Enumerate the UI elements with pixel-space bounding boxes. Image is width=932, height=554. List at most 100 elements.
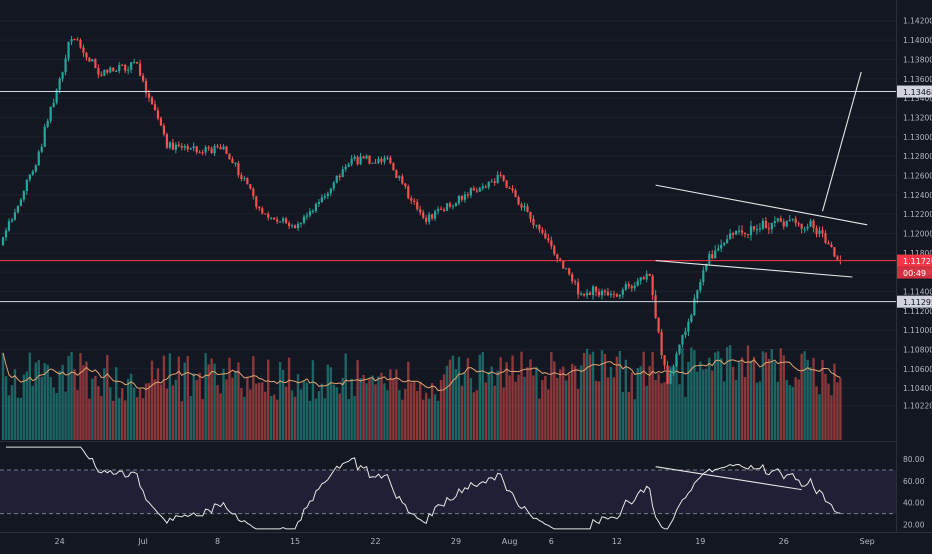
candle-body bbox=[672, 366, 675, 374]
volume-bar bbox=[463, 372, 467, 440]
volume-bar bbox=[287, 357, 291, 440]
candle-body bbox=[678, 344, 681, 354]
candle-body bbox=[833, 247, 836, 257]
volume-bar bbox=[499, 357, 502, 440]
volume-bar bbox=[728, 345, 732, 440]
price-label-text: 1.13468 bbox=[903, 88, 932, 97]
price-tick-label: 1.13000 bbox=[903, 133, 932, 142]
candle-body bbox=[770, 222, 773, 230]
candle-body bbox=[91, 59, 94, 62]
candle-body bbox=[118, 64, 121, 72]
volume-bar bbox=[290, 390, 294, 440]
candle-body bbox=[642, 277, 645, 280]
volume-bar bbox=[511, 355, 514, 440]
volume-bar bbox=[31, 385, 34, 440]
volume-bar bbox=[833, 363, 836, 440]
candle-body bbox=[174, 144, 177, 150]
candle-body bbox=[618, 294, 621, 297]
candle-body bbox=[734, 231, 738, 235]
volume-bar bbox=[594, 380, 598, 440]
candle-body bbox=[478, 188, 481, 192]
volume-bar bbox=[183, 362, 186, 440]
volume-bar bbox=[812, 357, 815, 440]
trendlines[interactable] bbox=[655, 71, 868, 278]
candle-body bbox=[326, 193, 329, 197]
candle-body bbox=[243, 178, 246, 180]
volume-bar bbox=[818, 394, 821, 440]
candle-body bbox=[782, 221, 785, 227]
candle-body bbox=[612, 293, 615, 295]
volume-bar bbox=[335, 387, 338, 440]
volume-bar bbox=[299, 389, 303, 440]
volume-histogram bbox=[1, 345, 842, 440]
candle-body bbox=[743, 232, 747, 234]
candle-body bbox=[669, 373, 672, 384]
volume-bar bbox=[326, 364, 330, 440]
candle-body bbox=[651, 275, 654, 296]
candle-body bbox=[133, 62, 136, 64]
candle-body bbox=[594, 286, 598, 292]
volume-bar bbox=[788, 385, 791, 440]
rsi-axis[interactable]: 80.00 60.00 40.00 20.00 bbox=[903, 455, 925, 529]
candle-body bbox=[293, 225, 297, 229]
volume-bar bbox=[371, 375, 374, 440]
price-tick-label: 1.10220 bbox=[903, 402, 932, 411]
candle-body bbox=[407, 186, 410, 199]
candle-body bbox=[383, 158, 386, 162]
price-tick-label: 1.13400 bbox=[903, 94, 932, 103]
candle-body bbox=[779, 218, 782, 222]
candle-body bbox=[708, 254, 711, 264]
candle-body bbox=[258, 206, 261, 209]
rsi-pane bbox=[0, 446, 896, 530]
candle-body bbox=[285, 218, 288, 224]
candle-body bbox=[535, 225, 538, 227]
volume-bar bbox=[481, 352, 484, 440]
volume-bar bbox=[258, 382, 261, 440]
volume-bar bbox=[681, 348, 684, 440]
horizontal-levels[interactable] bbox=[0, 91, 896, 303]
candle-body bbox=[463, 194, 466, 200]
volume-bar bbox=[478, 354, 481, 440]
candle-body bbox=[559, 258, 562, 261]
volume-bar bbox=[377, 376, 380, 440]
candle-body bbox=[627, 284, 630, 287]
volume-bar bbox=[201, 399, 204, 440]
candle-body bbox=[46, 121, 49, 127]
volume-bar bbox=[758, 381, 762, 440]
candle-body bbox=[520, 204, 523, 208]
candle-body bbox=[556, 254, 559, 259]
candle-body bbox=[544, 233, 547, 239]
candle-body bbox=[389, 157, 392, 164]
volume-bar bbox=[544, 375, 547, 440]
price-tick-label: 1.10600 bbox=[903, 365, 932, 374]
volume-bar bbox=[58, 370, 61, 440]
volume-bar bbox=[284, 386, 288, 440]
candle-body bbox=[785, 220, 788, 227]
volume-bar bbox=[505, 362, 508, 440]
volume-bar bbox=[7, 395, 11, 440]
volume-bar bbox=[296, 374, 300, 440]
volume-bar bbox=[433, 394, 437, 440]
candle-body bbox=[717, 248, 720, 251]
candle-body bbox=[684, 331, 687, 336]
candle-body bbox=[749, 226, 753, 236]
candle-body bbox=[76, 39, 79, 41]
time-axis[interactable]: 24 Jul 8 15 22 29 Aug 6 12 19 26 Sep bbox=[55, 537, 875, 546]
price-tick-label: 1.12800 bbox=[903, 152, 932, 161]
candle-body bbox=[517, 197, 520, 205]
pane-separator[interactable] bbox=[0, 441, 896, 442]
candle-body bbox=[550, 240, 553, 247]
volume-bar bbox=[606, 377, 610, 440]
volume-bar bbox=[177, 356, 181, 440]
price-axis[interactable]: 1.14200 1.14000 1.13800 1.13600 1.13400 1.132… bbox=[903, 17, 932, 411]
volume-bar bbox=[413, 381, 416, 440]
candle-body bbox=[439, 208, 443, 210]
volume-bar bbox=[293, 396, 297, 440]
volume-bar bbox=[448, 359, 452, 440]
volume-bar bbox=[436, 400, 440, 440]
volume-bar bbox=[368, 378, 371, 440]
candle-body bbox=[588, 292, 592, 296]
volume-bar bbox=[356, 360, 359, 440]
candle-body bbox=[377, 158, 380, 163]
